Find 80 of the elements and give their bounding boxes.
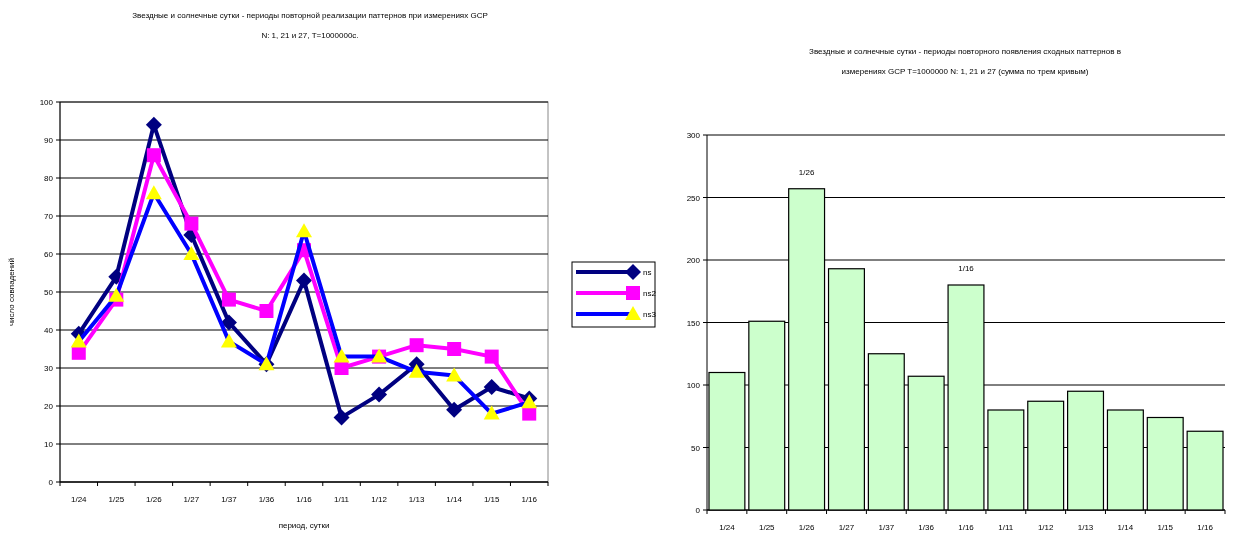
chart-title: Звездные и солнечные сутки - периоды повторного появления сходных паттернов в измерениях GCP T=1000000 N: 1, 21 и 27 (сумма по трем кривым) <box>809 47 1121 76</box>
y-tick-label: 90 <box>44 136 54 145</box>
x-tick-label: 1/25 <box>758 523 776 532</box>
point <box>145 185 162 200</box>
x-tick-label: 1/16 <box>958 523 975 532</box>
point <box>446 367 463 382</box>
x-tick-label: 1/16 <box>296 495 313 504</box>
x-tick-label: 1/16 <box>1197 523 1214 532</box>
y-tick-label: 30 <box>44 364 54 373</box>
x-tick-label: 1/27 <box>183 495 200 504</box>
x-tick-label: 1/12 <box>1037 523 1055 532</box>
point <box>296 223 312 238</box>
point <box>220 314 237 331</box>
point <box>184 216 199 231</box>
x-tick-label: 1/15 <box>1157 523 1174 532</box>
point <box>333 409 350 426</box>
y-tick-label: 50 <box>44 288 54 297</box>
point <box>333 348 350 363</box>
y-tick-label: 200 <box>686 256 701 265</box>
y-tick-label: 250 <box>686 193 701 203</box>
x-tick-label: 1/11 <box>334 495 350 504</box>
y-tick-label: 10 <box>44 440 54 449</box>
x-tick-label: 1/16 <box>521 495 538 504</box>
x-tick-label: 1/36 <box>918 523 935 532</box>
point <box>522 406 537 421</box>
x-tick-label: 1/36 <box>258 495 275 504</box>
x-tick-label: 1/37 <box>221 495 238 504</box>
point <box>221 292 236 307</box>
x-tick-label: 1/24 <box>70 495 88 504</box>
y-tick-label: 20 <box>44 402 54 411</box>
x-tick-label: 1/14 <box>1117 523 1134 532</box>
y-tick-label: 150 <box>686 318 701 328</box>
x-tick-label: 1/13 <box>408 495 425 504</box>
point <box>296 272 312 289</box>
x-tick-label: 1/37 <box>878 523 895 532</box>
y-tick-label: 100 <box>686 381 701 390</box>
annotation: 1/16 <box>958 264 975 273</box>
y-axis-title: число совпадений <box>7 257 16 327</box>
x-tick-label: 1/12 <box>371 495 388 504</box>
point <box>521 394 538 409</box>
point <box>446 401 463 418</box>
x-tick-label: 1/26 <box>798 523 815 532</box>
x-tick-label: 1/14 <box>446 495 463 504</box>
x-tick-label: 1/26 <box>146 495 163 504</box>
y-tick-label: 300 <box>686 131 701 140</box>
y-tick-label: 40 <box>44 326 54 335</box>
point <box>70 333 87 348</box>
y-tick-label: 0 <box>48 478 54 487</box>
y-tick-label: 80 <box>44 174 54 183</box>
x-tick-label: 1/24 <box>719 523 736 532</box>
point <box>409 338 424 353</box>
point <box>183 246 200 260</box>
point <box>483 379 500 395</box>
point <box>483 405 500 420</box>
point <box>220 333 237 348</box>
point <box>484 349 499 364</box>
x-tick-label: 1/15 <box>483 495 501 504</box>
point <box>371 386 388 403</box>
y-tick-label: 60 <box>44 250 54 259</box>
x-tick-label: 1/25 <box>108 495 125 504</box>
legend-label: ns <box>643 268 652 277</box>
point <box>108 287 125 302</box>
y-tick-label: 100 <box>39 98 54 107</box>
point <box>447 342 462 356</box>
point <box>146 148 161 163</box>
annotation: 1/26 <box>798 167 815 177</box>
x-tick-label: 1/13 <box>1077 523 1094 532</box>
point <box>71 345 86 360</box>
y-tick-label: 0 <box>695 506 701 515</box>
chart-title: Звездные и солнечные сутки - периоды повторной реализации паттернов при измерениях GCP N: 1, 21 и 27, T=1000000с. <box>132 11 488 40</box>
point <box>408 363 425 378</box>
point <box>259 304 274 318</box>
x-tick-label: 1/11 <box>998 523 1014 532</box>
x-axis-title: период, сутки <box>278 521 330 530</box>
y-tick-label: 70 <box>44 212 54 221</box>
y-tick-label: 50 <box>691 443 701 453</box>
legend-label: ns2 <box>643 289 657 298</box>
x-tick-label: 1/27 <box>838 523 855 532</box>
point <box>145 116 162 133</box>
legend-label: ns3 <box>643 310 657 319</box>
